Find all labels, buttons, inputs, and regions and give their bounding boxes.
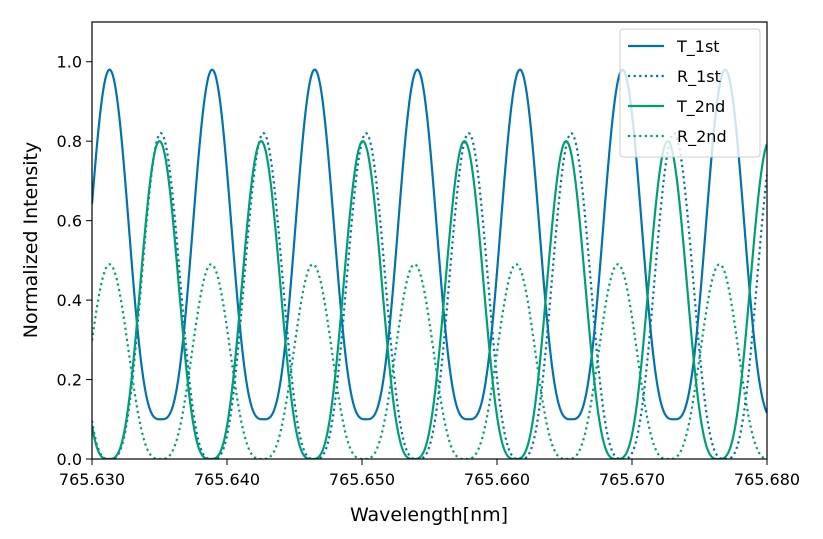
x-axis-ticks: 765.630 765.640 765.650 765.660 765.670 765.6…	[59, 459, 800, 489]
legend: T_1st R_1st T_2nd R_2nd	[619, 28, 761, 158]
x-tick-label: 765.640	[194, 470, 260, 489]
y-tick-label: 0.4	[57, 291, 82, 310]
x-tick-label: 765.650	[329, 470, 395, 489]
x-axis-title: Wavelength[nm]	[350, 504, 508, 526]
y-tick-label: 1.0	[57, 53, 82, 72]
legend-label: T_2nd	[676, 97, 725, 117]
legend-box	[619, 28, 761, 158]
series-layer	[92, 68, 767, 459]
x-tick-label: 765.670	[599, 470, 665, 489]
y-tick-label: 0.8	[57, 132, 82, 151]
legend-label: R_2nd	[677, 127, 727, 147]
axes-frame	[91, 21, 768, 460]
x-tick-label: 765.680	[734, 470, 800, 489]
x-tick-label: 765.630	[59, 470, 125, 489]
y-tick-label: 0.2	[57, 371, 82, 390]
y-axis-title: Normalized Intensity	[20, 142, 42, 339]
x-tick-label: 765.660	[464, 470, 530, 489]
series-line-t-1st	[92, 68, 767, 421]
y-tick-label: 0.6	[57, 212, 82, 231]
y-tick-label: 0.0	[57, 450, 82, 469]
y-axis-ticks: 0.0 0.2 0.4 0.6 0.8 1.0	[57, 53, 92, 469]
legend-label: R_1st	[677, 67, 721, 87]
series-line-t-2nd	[92, 140, 767, 459]
legend-label: T_1st	[676, 37, 720, 57]
